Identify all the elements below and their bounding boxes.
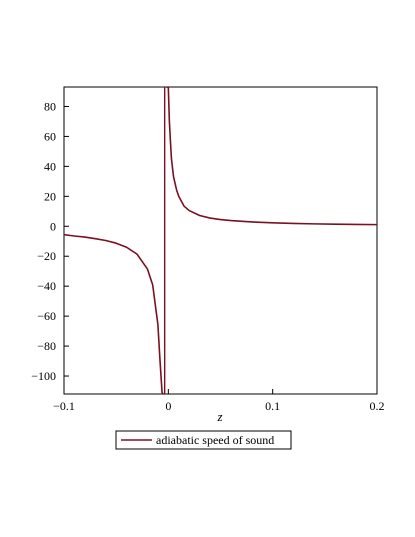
- y-tick-label: −60: [37, 309, 56, 323]
- y-tick-label: 20: [44, 189, 56, 203]
- x-tick-label: 0.1: [265, 399, 280, 413]
- series-line-branch-2: [166, 87, 377, 226]
- x-axis-ticks: −0.1 0 0.1 0.2: [53, 389, 385, 413]
- y-axis-ticks: 80 60 40 20 0 −20 −40 −60 −80 −100: [31, 99, 69, 383]
- series-line-branch-1: [64, 233, 164, 394]
- y-tick-label: −100: [31, 369, 56, 383]
- plot-curves: [64, 87, 377, 394]
- x-tick-label: −0.1: [53, 399, 75, 413]
- legend-label: adiabatic speed of sound: [156, 433, 274, 447]
- y-tick-label: −20: [37, 249, 56, 263]
- y-tick-label: 60: [44, 129, 56, 143]
- y-tick-label: −40: [37, 279, 56, 293]
- y-tick-label: 80: [44, 99, 56, 113]
- x-axis-label: z: [216, 409, 222, 424]
- y-tick-label: 40: [44, 159, 56, 173]
- legend: adiabatic speed of sound: [115, 430, 292, 450]
- x-tick-label: 0.2: [370, 399, 385, 413]
- y-tick-label: 0: [50, 219, 56, 233]
- x-tick-label: 0: [165, 399, 171, 413]
- plot-frame: [63, 86, 378, 395]
- y-tick-label: −80: [37, 339, 56, 353]
- legend-box: [115, 430, 292, 450]
